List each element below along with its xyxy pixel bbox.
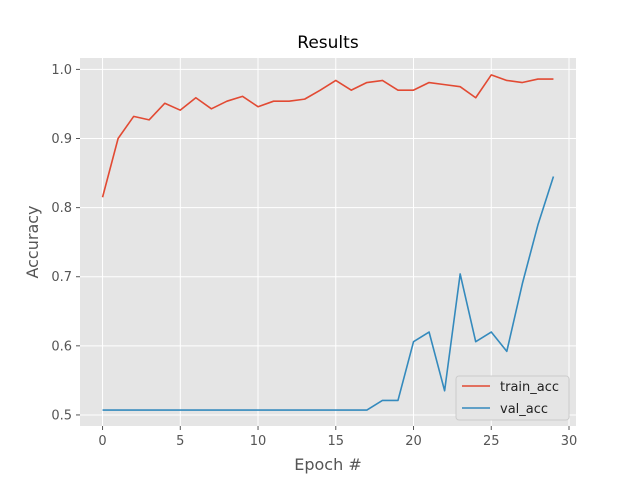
legend: train_acc val_acc xyxy=(455,375,570,421)
x-tick-label: 10 xyxy=(250,434,267,449)
y-axis-ticks: 0.5 0.6 0.7 0.8 0.9 1.0 xyxy=(51,63,80,423)
x-axis-ticks: 0 5 10 15 20 25 30 xyxy=(98,426,577,449)
y-tick-label: 0.7 xyxy=(51,270,72,285)
y-axis-label: Accuracy xyxy=(23,205,42,278)
y-tick-label: 1.0 xyxy=(51,63,72,78)
x-tick-label: 0 xyxy=(98,434,106,449)
series-lines xyxy=(101,74,555,411)
legend-box xyxy=(455,375,570,421)
series-line-val-acc xyxy=(102,176,555,411)
chart-title: Results xyxy=(297,33,359,53)
legend-label-train-acc: train_acc xyxy=(500,380,559,395)
y-tick-label: 0.5 xyxy=(51,408,72,423)
plot-area xyxy=(80,58,576,426)
x-axis-label: Epoch # xyxy=(294,455,361,474)
x-tick-label: 5 xyxy=(176,434,184,449)
x-tick-label: 30 xyxy=(561,434,578,449)
series-line-train-acc xyxy=(101,74,554,198)
x-tick-label: 25 xyxy=(483,434,500,449)
x-tick-label: 20 xyxy=(405,434,422,449)
y-tick-label: 0.6 xyxy=(51,339,72,354)
x-tick-label: 15 xyxy=(328,434,345,449)
y-tick-label: 0.9 xyxy=(51,132,72,147)
legend-label-val-acc: val_acc xyxy=(500,402,548,417)
y-tick-label: 0.8 xyxy=(51,201,72,216)
